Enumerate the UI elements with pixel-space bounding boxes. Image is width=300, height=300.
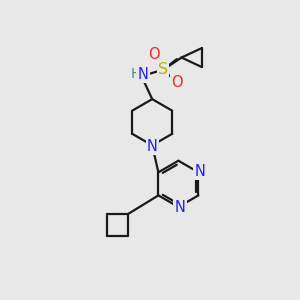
Text: N: N: [194, 164, 206, 179]
Text: N: N: [147, 139, 158, 154]
Text: N: N: [175, 200, 185, 215]
Text: S: S: [158, 62, 168, 77]
Text: O: O: [171, 75, 183, 90]
Text: H: H: [131, 68, 141, 82]
Text: N: N: [137, 67, 148, 82]
Text: O: O: [148, 47, 160, 62]
